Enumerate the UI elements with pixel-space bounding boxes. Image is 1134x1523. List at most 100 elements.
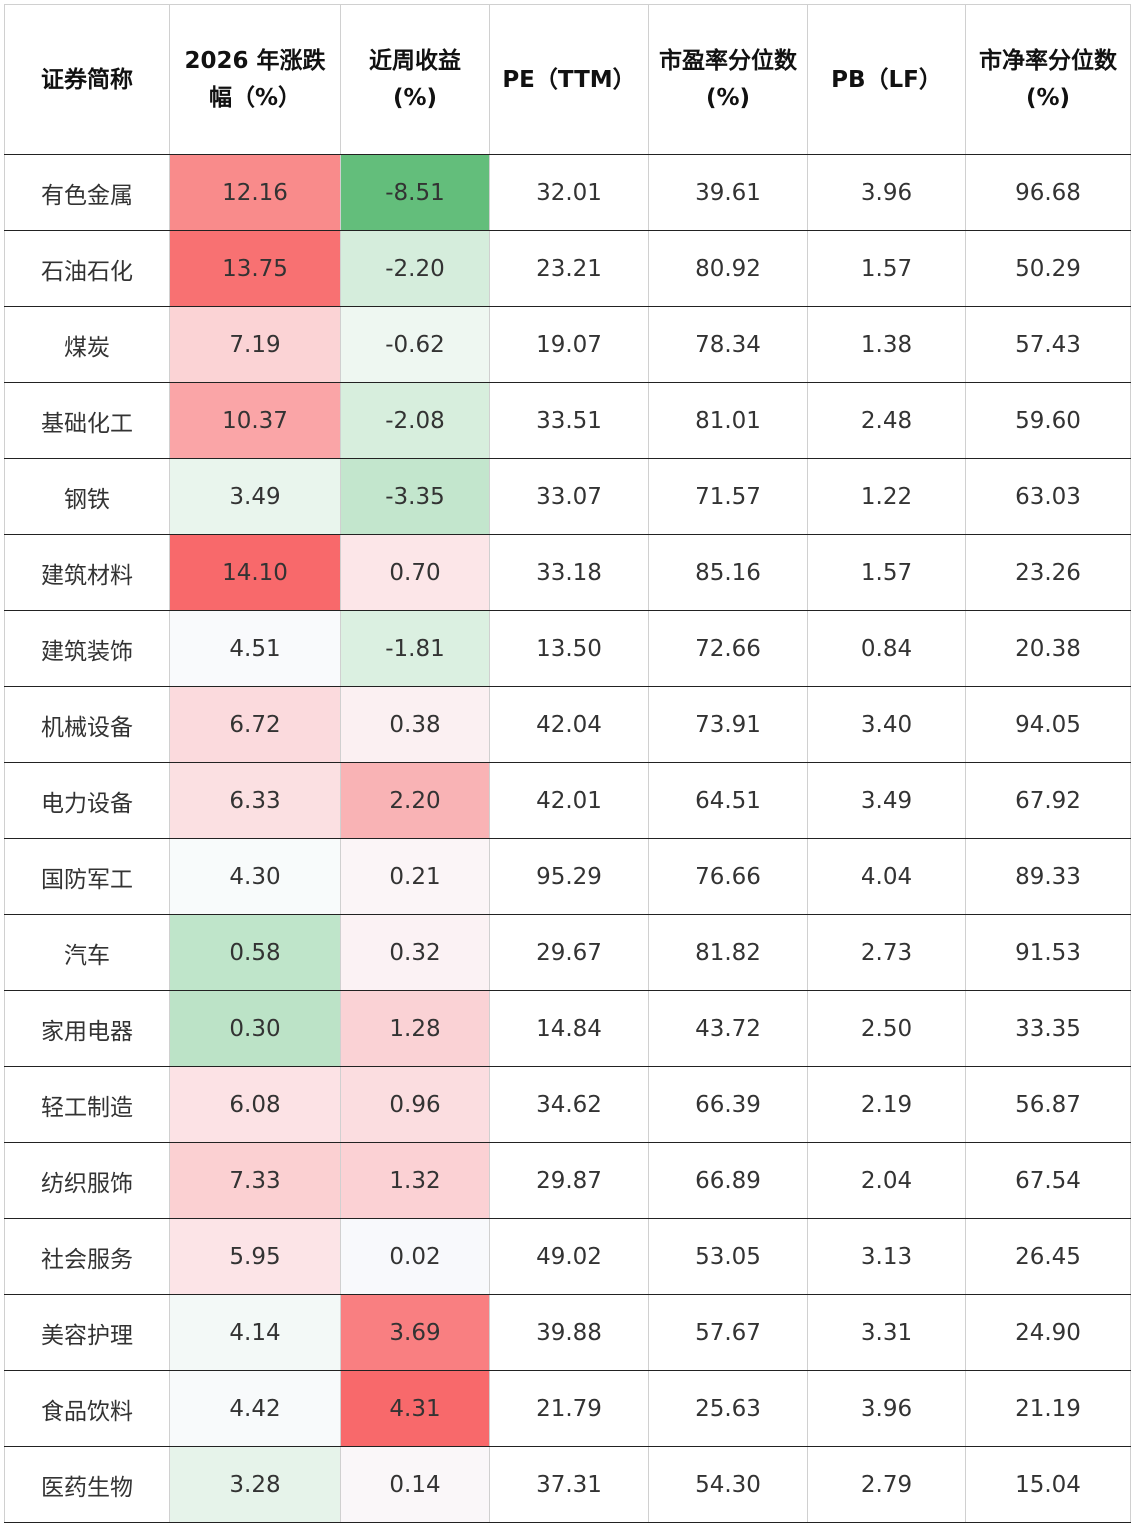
table-row: 基础化工 10.37 -2.08 33.51 81.01 2.48 59.60 [4,382,1131,459]
industry-valuation-table: 证券简称 2026 年涨跌 幅（%） 近周收益 (%) PE（TTM） 市盈率分… [4,4,1131,1523]
cell-pb-percentile: 15.04 [965,1446,1131,1523]
cell-pe-percentile: 80.92 [648,230,808,307]
table-row: 社会服务 5.95 0.02 49.02 53.05 3.13 26.45 [4,1218,1131,1295]
cell-pb-percentile: 56.87 [965,1066,1131,1143]
cell-pe: 42.01 [489,762,649,839]
cell-week-return: 0.38 [340,686,490,763]
cell-pe: 33.51 [489,382,649,459]
cell-pe-percentile: 81.01 [648,382,808,459]
header-ytd-line1: 2026 年涨跌 [184,47,326,74]
header-pb: PB（LF） [807,4,966,155]
cell-pb: 1.57 [807,534,966,611]
header-ytd-change: 2026 年涨跌 幅（%） [169,4,341,155]
cell-ytd-change: 5.95 [169,1218,341,1295]
cell-ytd-change: 4.14 [169,1294,341,1371]
header-pe-percentile: 市盈率分位数 (%) [648,4,808,155]
cell-pe-percentile: 54.30 [648,1446,808,1523]
cell-pb: 3.31 [807,1294,966,1371]
cell-pe-percentile: 81.82 [648,914,808,991]
cell-pb-percentile: 94.05 [965,686,1131,763]
cell-name: 基础化工 [4,382,170,459]
cell-ytd-change: 7.19 [169,306,341,383]
table-row: 汽车 0.58 0.32 29.67 81.82 2.73 91.53 [4,914,1131,991]
cell-pe-percentile: 78.34 [648,306,808,383]
cell-pb-percentile: 67.92 [965,762,1131,839]
cell-week-return: 1.28 [340,990,490,1067]
cell-pe: 29.87 [489,1142,649,1219]
cell-pe: 32.01 [489,154,649,231]
cell-pb: 2.79 [807,1446,966,1523]
cell-week-return: -3.35 [340,458,490,535]
cell-ytd-change: 12.16 [169,154,341,231]
cell-name: 国防军工 [4,838,170,915]
table-row: 电力设备 6.33 2.20 42.01 64.51 3.49 67.92 [4,762,1131,839]
cell-pe: 19.07 [489,306,649,383]
cell-pb-percentile: 89.33 [965,838,1131,915]
cell-name: 煤炭 [4,306,170,383]
cell-name: 家用电器 [4,990,170,1067]
cell-pe: 33.18 [489,534,649,611]
cell-pe: 34.62 [489,1066,649,1143]
cell-ytd-change: 6.08 [169,1066,341,1143]
cell-pb-percentile: 59.60 [965,382,1131,459]
header-pe-pct-line1: 市盈率分位数 [659,47,797,74]
cell-pb-percentile: 57.43 [965,306,1131,383]
cell-week-return: 0.21 [340,838,490,915]
cell-name: 机械设备 [4,686,170,763]
cell-ytd-change: 0.30 [169,990,341,1067]
cell-pb: 3.96 [807,1370,966,1447]
cell-pb: 1.22 [807,458,966,535]
cell-ytd-change: 0.58 [169,914,341,991]
cell-ytd-change: 10.37 [169,382,341,459]
cell-pb: 3.96 [807,154,966,231]
table-row: 有色金属 12.16 -8.51 32.01 39.61 3.96 96.68 [4,154,1131,231]
header-row: 证券简称 2026 年涨跌 幅（%） 近周收益 (%) PE（TTM） 市盈率分… [4,4,1131,155]
table-row: 煤炭 7.19 -0.62 19.07 78.34 1.38 57.43 [4,306,1131,383]
cell-pe: 95.29 [489,838,649,915]
header-pb-pct-line2: (%) [1025,84,1071,111]
cell-pe: 33.07 [489,458,649,535]
cell-name: 有色金属 [4,154,170,231]
cell-ytd-change: 6.33 [169,762,341,839]
cell-name: 石油石化 [4,230,170,307]
cell-pe: 13.50 [489,610,649,687]
cell-pe: 49.02 [489,1218,649,1295]
table-row: 建筑装饰 4.51 -1.81 13.50 72.66 0.84 20.38 [4,610,1131,687]
cell-name: 建筑材料 [4,534,170,611]
cell-week-return: 4.31 [340,1370,490,1447]
cell-ytd-change: 13.75 [169,230,341,307]
cell-pe-percentile: 76.66 [648,838,808,915]
cell-pb: 2.73 [807,914,966,991]
cell-name: 纺织服饰 [4,1142,170,1219]
cell-pb-percentile: 21.19 [965,1370,1131,1447]
cell-week-return: -0.62 [340,306,490,383]
table-row: 纺织服饰 7.33 1.32 29.87 66.89 2.04 67.54 [4,1142,1131,1219]
cell-ytd-change: 4.42 [169,1370,341,1447]
cell-pe-percentile: 53.05 [648,1218,808,1295]
cell-pb: 2.48 [807,382,966,459]
cell-pb-percentile: 24.90 [965,1294,1131,1371]
cell-name: 电力设备 [4,762,170,839]
table-row: 石油石化 13.75 -2.20 23.21 80.92 1.57 50.29 [4,230,1131,307]
header-week-line2: (%) [392,84,438,111]
cell-week-return: 0.14 [340,1446,490,1523]
cell-week-return: 0.96 [340,1066,490,1143]
header-week-line1: 近周收益 [369,47,461,74]
header-week-return: 近周收益 (%) [340,4,490,155]
table-row: 轻工制造 6.08 0.96 34.62 66.39 2.19 56.87 [4,1066,1131,1143]
cell-pb-percentile: 23.26 [965,534,1131,611]
cell-ytd-change: 6.72 [169,686,341,763]
cell-pe: 39.88 [489,1294,649,1371]
cell-pe: 21.79 [489,1370,649,1447]
cell-week-return: 0.70 [340,534,490,611]
cell-pe: 42.04 [489,686,649,763]
table-row: 医药生物 3.28 0.14 37.31 54.30 2.79 15.04 [4,1446,1131,1523]
cell-pe-percentile: 57.67 [648,1294,808,1371]
table-row: 钢铁 3.49 -3.35 33.07 71.57 1.22 63.03 [4,458,1131,535]
cell-name: 美容护理 [4,1294,170,1371]
table-row: 家用电器 0.30 1.28 14.84 43.72 2.50 33.35 [4,990,1131,1067]
cell-name: 汽车 [4,914,170,991]
table-row: 机械设备 6.72 0.38 42.04 73.91 3.40 94.05 [4,686,1131,763]
header-pe-pct-line2: (%) [705,84,751,111]
header-ytd-line2: 幅（%） [208,84,302,111]
